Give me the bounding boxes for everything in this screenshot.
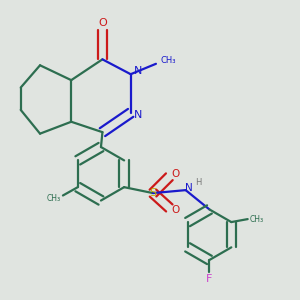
Text: N: N	[185, 183, 193, 193]
Text: N: N	[134, 66, 142, 76]
Text: O: O	[98, 18, 107, 28]
Text: CH₃: CH₃	[47, 194, 61, 203]
Text: S: S	[149, 188, 157, 198]
Text: O: O	[171, 205, 179, 215]
Text: O: O	[171, 169, 179, 179]
Text: H: H	[195, 178, 201, 188]
Text: CH₃: CH₃	[160, 56, 176, 65]
Text: CH₃: CH₃	[250, 214, 264, 224]
Text: F: F	[206, 274, 213, 284]
Text: N: N	[134, 110, 142, 120]
